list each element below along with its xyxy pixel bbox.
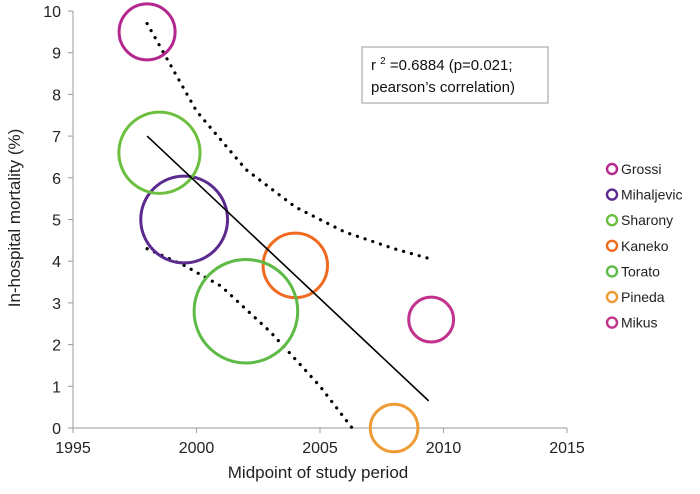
bubble-mihaljevic <box>139 174 230 265</box>
annotation-r-value: =0.6884 (p=0.021; <box>390 57 513 74</box>
bubbles-layer <box>117 2 456 454</box>
bubble-sharony <box>117 110 202 195</box>
legend-item: Mihaljevic <box>605 187 682 203</box>
legend-marker-kaneko <box>605 239 619 253</box>
x-axis-title: Midpoint of study period <box>228 463 409 482</box>
x-tick-label: 2005 <box>302 440 338 457</box>
legend-label: Pineda <box>621 289 665 305</box>
x-tick-label: 1995 <box>55 440 91 457</box>
y-axis-title: In-hospital mortality (%) <box>5 129 24 308</box>
bubble-torato <box>192 257 300 365</box>
annotation-line-2: pearson’s correlation) <box>371 79 515 96</box>
legend-label: Grossi <box>621 161 661 177</box>
legend-item: Torato <box>605 263 660 279</box>
y-tick-label: 1 <box>52 379 61 396</box>
y-tick-label: 9 <box>52 46 61 63</box>
y-tick-label: 0 <box>52 421 61 438</box>
axes-layer: 0 1 2 3 4 5 6 7 8 9 10 1995 2000 2005 2010 2015 <box>43 4 585 457</box>
y-tick-label: 2 <box>52 338 61 355</box>
legend-label: Sharony <box>621 212 673 228</box>
x-tick-label: 2010 <box>426 440 462 457</box>
y-tick-label: 4 <box>52 254 61 271</box>
legend-item: Grossi <box>605 161 661 177</box>
y-tick-label: 10 <box>43 4 61 21</box>
legend-label: Mikus <box>621 315 658 331</box>
annotation-r-superscript: 2 <box>380 56 386 67</box>
legend-item: Kaneko <box>605 238 669 254</box>
y-tick-label: 5 <box>52 213 61 230</box>
annotation-r-label: r <box>371 57 376 74</box>
confidence-band-line <box>145 247 354 430</box>
legend-marker-pineda <box>605 290 619 304</box>
bubble-grossi <box>117 2 177 62</box>
legend-item: Mikus <box>605 315 658 331</box>
legend-marker-grossi <box>605 162 619 176</box>
legend: Grossi Mihaljevic Sharony Kaneko Torato Pined… <box>605 161 682 331</box>
legend-label: Torato <box>621 263 660 279</box>
legend-marker-torato <box>605 265 619 278</box>
x-tick-label: 2015 <box>549 440 585 457</box>
bubble-mikus <box>407 295 456 344</box>
legend-marker-sharony <box>605 213 619 227</box>
legend-label: Mihaljevic <box>621 187 682 203</box>
y-tick-label: 7 <box>52 129 61 146</box>
correlation-annotation: r 2 =0.6884 (p=0.021; pearson’s correlat… <box>361 46 549 104</box>
y-tick-label: 8 <box>52 87 61 104</box>
y-tick-label: 3 <box>52 296 61 313</box>
legend-item: Pineda <box>605 289 665 305</box>
legend-marker-mikus <box>605 316 619 329</box>
legend-label: Kaneko <box>621 238 669 254</box>
trend-line-layer <box>146 135 430 402</box>
annotation-line-1: r 2 =0.6884 (p=0.021; <box>371 51 513 74</box>
y-tick-label: 6 <box>52 171 61 188</box>
legend-marker-mihaljevic <box>605 188 619 201</box>
annotation-box <box>361 46 549 104</box>
legend-item: Sharony <box>605 212 673 228</box>
bubble-pineda <box>368 402 420 454</box>
x-tick-label: 2000 <box>179 440 215 457</box>
trend-line <box>146 135 430 402</box>
